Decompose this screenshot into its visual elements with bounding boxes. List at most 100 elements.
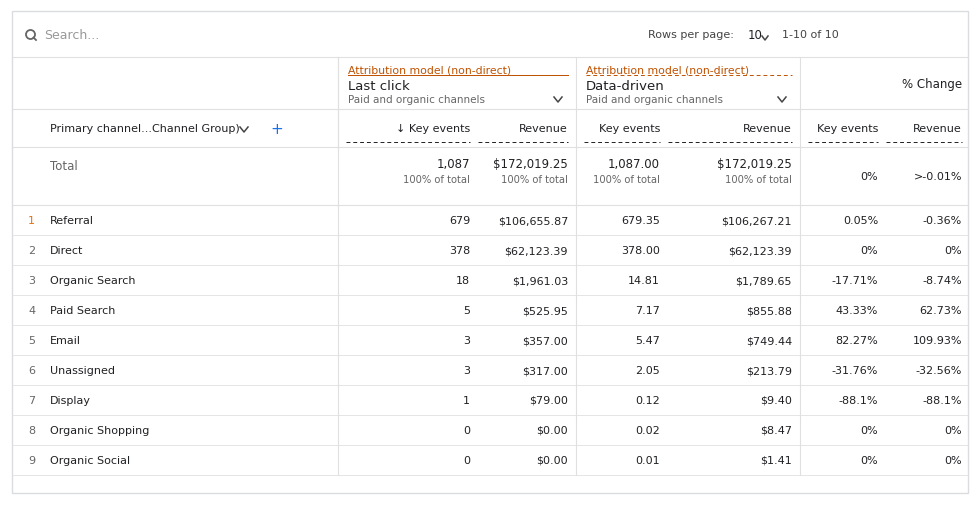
Text: 43.33%: 43.33% (836, 306, 878, 316)
Text: $9.40: $9.40 (760, 395, 792, 405)
Text: Organic Search: Organic Search (50, 275, 135, 285)
Text: 3: 3 (463, 365, 470, 375)
Text: $357.00: $357.00 (522, 335, 568, 345)
Text: Search...: Search... (44, 28, 99, 41)
Text: 3: 3 (463, 335, 470, 345)
Text: $0.00: $0.00 (536, 425, 568, 435)
Text: 0%: 0% (945, 455, 962, 465)
Text: -32.56%: -32.56% (915, 365, 962, 375)
Text: -0.36%: -0.36% (923, 216, 962, 226)
Text: 679.35: 679.35 (621, 216, 660, 226)
Text: Last click: Last click (348, 79, 410, 92)
Text: $62,123.39: $62,123.39 (728, 245, 792, 256)
Text: Data-driven: Data-driven (586, 79, 664, 92)
Text: $749.44: $749.44 (746, 335, 792, 345)
Text: Direct: Direct (50, 245, 83, 256)
Text: Attribution model (non-direct): Attribution model (non-direct) (586, 65, 749, 75)
Text: 5.47: 5.47 (635, 335, 660, 345)
Text: $317.00: $317.00 (522, 365, 568, 375)
Text: 62.73%: 62.73% (919, 306, 962, 316)
Text: ↓ Key events: ↓ Key events (396, 124, 470, 134)
Text: Paid and organic channels: Paid and organic channels (348, 95, 485, 105)
Text: >-0.01%: >-0.01% (913, 172, 962, 182)
Text: -88.1%: -88.1% (839, 395, 878, 405)
Text: Revenue: Revenue (519, 124, 568, 134)
Text: Key events: Key events (816, 124, 878, 134)
Text: 9: 9 (28, 455, 35, 465)
Text: -31.76%: -31.76% (832, 365, 878, 375)
Text: +: + (270, 121, 283, 136)
Text: 0%: 0% (860, 425, 878, 435)
Text: Paid Search: Paid Search (50, 306, 116, 316)
Text: % Change: % Change (902, 77, 962, 90)
Text: 1: 1 (28, 216, 35, 226)
Text: Primary channel...Channel Group): Primary channel...Channel Group) (50, 124, 240, 134)
Text: 7: 7 (28, 395, 35, 405)
Text: 7.17: 7.17 (635, 306, 660, 316)
Text: $213.79: $213.79 (746, 365, 792, 375)
Text: 1,087.00: 1,087.00 (608, 157, 660, 170)
Text: 3: 3 (28, 275, 35, 285)
Text: Organic Shopping: Organic Shopping (50, 425, 149, 435)
Text: Rows per page:: Rows per page: (648, 30, 734, 40)
Text: $1.41: $1.41 (760, 455, 792, 465)
Text: 109.93%: 109.93% (912, 335, 962, 345)
Text: 0: 0 (463, 455, 470, 465)
Text: 0%: 0% (860, 172, 878, 182)
Text: Revenue: Revenue (743, 124, 792, 134)
Text: -8.74%: -8.74% (922, 275, 962, 285)
Text: 0.05%: 0.05% (843, 216, 878, 226)
Text: Total: Total (50, 159, 77, 172)
Text: $525.95: $525.95 (522, 306, 568, 316)
Text: 14.81: 14.81 (628, 275, 660, 285)
Text: 2.05: 2.05 (635, 365, 660, 375)
Text: -88.1%: -88.1% (922, 395, 962, 405)
Text: $1,789.65: $1,789.65 (736, 275, 792, 285)
Text: 100% of total: 100% of total (501, 175, 568, 185)
Text: Organic Social: Organic Social (50, 455, 130, 465)
Text: 378.00: 378.00 (621, 245, 660, 256)
Text: 0.02: 0.02 (635, 425, 660, 435)
Text: Paid and organic channels: Paid and organic channels (586, 95, 723, 105)
Text: $62,123.39: $62,123.39 (505, 245, 568, 256)
Text: $0.00: $0.00 (536, 455, 568, 465)
Text: $8.47: $8.47 (760, 425, 792, 435)
Text: Revenue: Revenue (913, 124, 962, 134)
Text: 0: 0 (463, 425, 470, 435)
Text: 1-10 of 10: 1-10 of 10 (782, 30, 839, 40)
Text: Key events: Key events (599, 124, 660, 134)
Text: 0.12: 0.12 (635, 395, 660, 405)
Text: 0%: 0% (945, 425, 962, 435)
Text: Referral: Referral (50, 216, 94, 226)
Text: 1,087: 1,087 (436, 157, 470, 170)
Text: 6: 6 (28, 365, 35, 375)
Text: 679: 679 (449, 216, 470, 226)
Text: 4: 4 (28, 306, 35, 316)
Text: $855.88: $855.88 (746, 306, 792, 316)
Text: Email: Email (50, 335, 81, 345)
Text: 10: 10 (748, 28, 762, 41)
Text: 100% of total: 100% of total (403, 175, 470, 185)
Text: 0%: 0% (860, 455, 878, 465)
Text: 0%: 0% (860, 245, 878, 256)
Text: $172,019.25: $172,019.25 (493, 157, 568, 170)
Text: 82.27%: 82.27% (835, 335, 878, 345)
Text: Unassigned: Unassigned (50, 365, 115, 375)
Text: 2: 2 (28, 245, 35, 256)
Text: 0%: 0% (945, 245, 962, 256)
Text: $106,267.21: $106,267.21 (721, 216, 792, 226)
Text: $1,961.03: $1,961.03 (512, 275, 568, 285)
Text: 1: 1 (463, 395, 470, 405)
Text: 5: 5 (463, 306, 470, 316)
Text: Display: Display (50, 395, 91, 405)
Text: $172,019.25: $172,019.25 (717, 157, 792, 170)
Text: 100% of total: 100% of total (593, 175, 660, 185)
Text: -17.71%: -17.71% (831, 275, 878, 285)
Text: 18: 18 (456, 275, 470, 285)
Text: 100% of total: 100% of total (725, 175, 792, 185)
Text: 378: 378 (449, 245, 470, 256)
Text: Attribution model (non-direct): Attribution model (non-direct) (348, 65, 512, 75)
Text: 5: 5 (28, 335, 35, 345)
Text: $79.00: $79.00 (529, 395, 568, 405)
Text: 8: 8 (28, 425, 35, 435)
